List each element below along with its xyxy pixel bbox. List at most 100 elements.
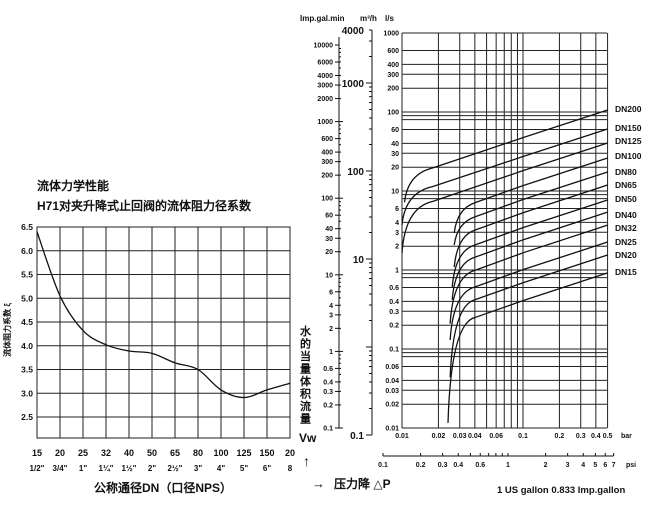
psi-tick-label: 0.3 [438, 462, 448, 469]
ls-tick-label: 0.02 [385, 402, 399, 409]
left-xtick-label: 50 [147, 448, 157, 458]
psi-tick-label: 1 [506, 462, 510, 469]
ls-tick-label: 0.4 [389, 299, 399, 306]
bar-tick-label: 0.02 [432, 433, 446, 440]
imp-tick-label: 6000 [317, 59, 333, 66]
left-xtick-nps-label: 2½" [168, 464, 183, 473]
m3h-tick-label: 0.1 [350, 431, 364, 442]
left-xtick-label: 125 [236, 448, 251, 458]
left-xtick-label: 65 [170, 448, 180, 458]
right-chart-ylabel-char: 量 [300, 413, 311, 426]
bar-tick-label: 0.2 [555, 433, 565, 440]
series-label-dn40: DN40 [615, 210, 637, 220]
ls-tick-label: 40 [391, 141, 399, 148]
ls-tick-label: 0.6 [389, 285, 399, 292]
imp-tick-label: 4 [329, 303, 333, 310]
series-label-dn25: DN25 [615, 237, 637, 247]
series-line-dn100 [453, 157, 608, 234]
ls-tick-label: 2 [395, 244, 399, 251]
left-xtick-nps-label: 4" [217, 464, 225, 473]
left-xtick-label: 40 [124, 448, 134, 458]
imp-tick-label: 3000 [317, 83, 333, 90]
left-ytick-label: 4.0 [21, 341, 33, 351]
series-line-dn25 [449, 241, 608, 341]
imp-tick-label: 200 [321, 173, 333, 180]
ls-tick-label: 0.3 [389, 309, 399, 316]
ls-tick-label: 0.01 [385, 426, 399, 433]
left-chart-title: 流体力学性能 [37, 178, 109, 193]
left-series-line [36, 231, 291, 399]
series-label-dn150: DN150 [615, 123, 642, 133]
bar-tick-label: 0.1 [518, 433, 528, 440]
left-xtick-nps-label: 8 [288, 464, 293, 473]
imp-tick-label: 10 [325, 272, 333, 279]
series-label-dn65: DN65 [615, 180, 637, 190]
m3h-tick-label: 4000 [342, 26, 365, 37]
left-xtick-nps-label: 2" [148, 464, 156, 473]
psi-tick-label: 2 [544, 462, 548, 469]
left-ytick-label: 6.5 [21, 222, 33, 232]
imp-tick-label: 2000 [317, 96, 333, 103]
series-line-dn80 [453, 171, 608, 246]
imp-tick-label: 0.1 [323, 426, 333, 433]
left-xtick-label: 25 [78, 448, 88, 458]
axis-m3h-unit: m³/h [360, 14, 377, 23]
right-chart-ylabel-char: 的 [300, 337, 311, 351]
bar-unit: bar [621, 433, 632, 440]
ls-tick-label: 0.04 [385, 378, 399, 385]
imp-tick-label: 400 [321, 150, 333, 157]
series-label-dn32: DN32 [615, 223, 637, 233]
bar-tick-label: 0.03 [453, 433, 467, 440]
right-chart-ylabel-char: 体 [300, 374, 312, 388]
imp-tick-label: 3 [329, 312, 333, 319]
bar-tick-label: 0.3 [576, 433, 586, 440]
left-xtick-label: 20 [285, 448, 295, 458]
imp-tick-label: 100 [321, 196, 333, 203]
psi-tick-label: 7 [612, 462, 616, 469]
ls-tick-label: 100 [387, 110, 399, 117]
left-xtick-nps-label: 1/2" [30, 464, 45, 473]
left-xtick-label: 15 [32, 448, 42, 458]
imp-tick-label: 6 [329, 289, 333, 296]
ls-tick-label: 1 [395, 268, 399, 275]
series-label-dn100: DN100 [615, 151, 642, 161]
ls-tick-label: 0.1 [389, 347, 399, 354]
axis-imp-unit: Imp.gal.min [300, 14, 345, 23]
right-chart-ylabel-char: 当 [300, 349, 311, 363]
arrow-up-icon: ↑ [303, 453, 310, 469]
series-label-dn125: DN125 [615, 136, 642, 146]
series-line-dn65 [453, 184, 608, 268]
bar-tick-label: 0.4 [591, 433, 601, 440]
left-plot-frame [36, 226, 291, 439]
left-ytick-label: 3.5 [21, 365, 33, 375]
psi-unit: psi [626, 462, 636, 469]
ls-tick-label: 3 [395, 230, 399, 237]
imp-tick-label: 0.6 [323, 366, 333, 373]
imp-tick-label: 0.2 [323, 402, 333, 409]
ls-tick-label: 300 [387, 72, 399, 79]
imp-tick-label: 60 [325, 213, 333, 220]
imp-tick-label: 40 [325, 226, 333, 233]
imp-tick-label: 2 [329, 326, 333, 333]
ls-tick-label: 1000 [383, 31, 399, 38]
right-chart-ylabel-char: 流 [300, 399, 311, 413]
left-ytick-label: 5.0 [21, 293, 33, 303]
left-xtick-label: 20 [55, 448, 65, 458]
left-xtick-label: 150 [259, 448, 274, 458]
left-xtick-nps-label: 1½" [122, 464, 137, 473]
ls-tick-label: 600 [387, 48, 399, 55]
ls-tick-label: 0.06 [385, 364, 399, 371]
left-xtick-nps-label: 3/4" [53, 464, 68, 473]
imp-tick-label: 10000 [314, 43, 334, 50]
series-line-dn32 [449, 224, 608, 324]
imp-tick-label: 600 [321, 136, 333, 143]
left-xtick-nps-label: 5" [240, 464, 248, 473]
series-line-dn200 [403, 109, 608, 203]
left-xtick-nps-label: 3" [194, 464, 202, 473]
imp-tick-label: 0.3 [323, 389, 333, 396]
ls-tick-label: 30 [391, 151, 399, 158]
imp-tick-label: 1 [329, 349, 333, 356]
imp-tick-label: 1000 [317, 119, 333, 126]
left-xtick-nps-label: 6" [263, 464, 271, 473]
